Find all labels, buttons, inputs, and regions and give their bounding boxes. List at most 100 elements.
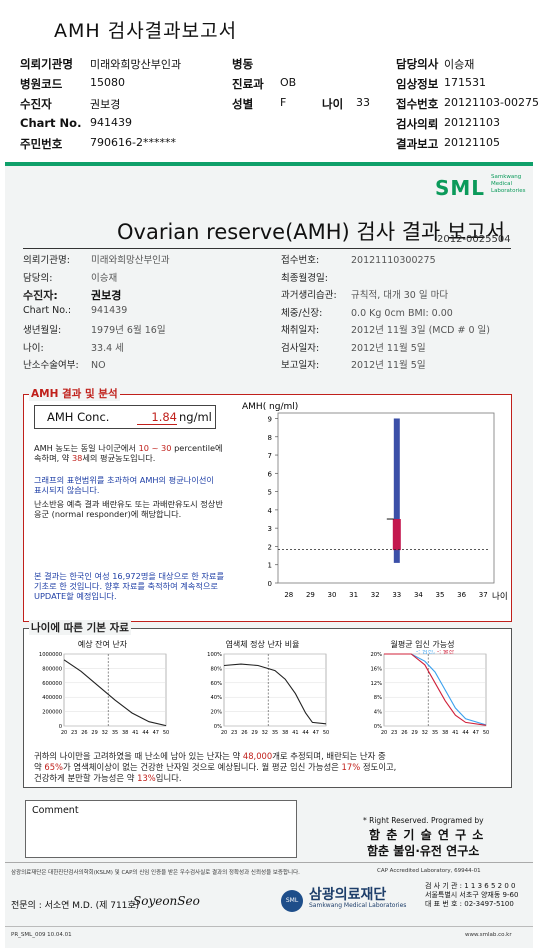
info-label: 보고일자: — [281, 360, 320, 371]
header-value: 171531 — [444, 76, 486, 89]
info-row: 과거생리습관: 규칙적, 대개 30 일 마다 — [281, 287, 521, 301]
website: www.smlab.co.kr — [465, 932, 512, 938]
info-label: 검사일자: — [281, 342, 320, 354]
x-tick-label: 37 — [479, 591, 488, 599]
age-basic-data-box: 예상 잔여 난자 0 200000 400000 600000 800000 100000… — [23, 628, 512, 788]
chart-title: 월평균 임신 가능성 — [390, 640, 455, 649]
header-value: 미래와희망산부인과 — [90, 58, 182, 71]
x-tick-label: 31 — [349, 591, 358, 599]
header-value: 941439 — [90, 116, 132, 129]
header-label: 접수번호 — [396, 97, 439, 111]
header-label: 진료과 — [232, 77, 264, 91]
x-tick-label: 29 — [91, 730, 97, 736]
foundation-name-en: Samkwang Medical Laboratories — [309, 902, 407, 909]
contact-block: 검 사 기 관 : 1 1 3 6 5 2 0 0 서울특별시 서초구 양재동 … — [425, 882, 519, 908]
info-row: 난소수술여부: NO — [23, 357, 263, 371]
institute-name-2: 함춘 불임·유전 연구소 — [367, 844, 480, 858]
sml-logo-subtitle: Samkwang Medical Laboratories — [491, 174, 526, 194]
y-tick-label: 200000 — [42, 710, 62, 716]
y-tick-label: 1 — [268, 562, 272, 570]
comment-box: Comment — [25, 800, 297, 858]
y-tick-label: 100% — [207, 652, 222, 658]
x-tick-label: 20 — [61, 730, 67, 736]
x-tick-label: 50 — [323, 730, 329, 736]
x-tick-label: 29 — [251, 730, 257, 736]
info-value: 20121110300275 — [351, 255, 436, 266]
basic-summary: 귀하의 나이만을 고려하였을 때 난소에 남아 있는 난자는 약 48,000개… — [34, 751, 397, 783]
x-tick-label: 41 — [452, 730, 458, 736]
chart-title: 염색체 정상 난자 비율 — [225, 640, 300, 649]
x-axis-label: 나이 — [492, 591, 508, 602]
x-tick-label: 36 — [457, 591, 466, 599]
y-tick-label: 3 — [268, 525, 272, 533]
header-label: 병원코드 — [20, 77, 63, 91]
info-row: 최종월경일: — [281, 270, 521, 284]
info-label: Chart No.: — [23, 304, 72, 316]
x-tick-label: 47 — [153, 730, 159, 736]
info-row: 보고일자: 2012년 11월 5일 — [281, 357, 521, 371]
info-row: 담당의: 이승재 — [23, 270, 263, 284]
header-label: 주민번호 — [20, 137, 63, 151]
series-line — [223, 663, 327, 725]
y-tick-label: 4% — [374, 710, 382, 716]
y-tick-label: 6 — [268, 470, 273, 478]
series-line — [63, 659, 167, 727]
institute-name-1: 함 춘 기 술 연 구 소 — [369, 828, 485, 842]
y-tick-label: 20% — [210, 710, 222, 716]
report-sheet: SML Samkwang Medical Laboratories Ovarian … — [5, 162, 533, 948]
legend-item: -: 출산 — [437, 650, 455, 656]
cap-text: CAP Accredited Laboratory, 69944-01 — [377, 868, 481, 874]
info-row: 검사일자: 2012년 11월 5일 — [281, 340, 521, 354]
x-tick-label: 44 — [142, 730, 148, 736]
form-code: PR_SML_009 10.04.01 — [11, 932, 72, 938]
info-label: 체중/신장: — [281, 307, 323, 319]
x-tick-label: 47 — [313, 730, 319, 736]
info-row: 나이: 33.4 세 — [23, 340, 263, 354]
foundation-logo-icon: SML — [281, 890, 303, 912]
x-tick-label: 32 — [102, 730, 108, 736]
x-tick-label: 35 — [272, 730, 278, 736]
info-label: 수진자: — [23, 289, 58, 302]
legend: -: 임신, -: 출산 — [416, 650, 455, 656]
y-tick-label: 1000000 — [39, 652, 62, 658]
info-label: 접수번호: — [281, 255, 320, 266]
x-tick-label: 23 — [231, 730, 237, 736]
sml-logo: SML — [435, 176, 486, 200]
y-tick-label: 9 — [268, 415, 272, 423]
y-tick-label: 8 — [268, 434, 272, 442]
series-line — [384, 653, 487, 726]
chart-title: AMH( ng/ml) — [242, 402, 298, 412]
footer-bottom-line — [5, 926, 533, 927]
x-tick-label: 23 — [391, 730, 397, 736]
y-tick-label: 0% — [214, 724, 222, 730]
top-accent-bar — [5, 162, 533, 166]
amh-section-title: AMH 결과 및 분석 — [29, 386, 120, 401]
y-tick-label: 2 — [268, 543, 272, 551]
x-tick-label: 38 — [442, 730, 448, 736]
x-tick-label: 44 — [302, 730, 308, 736]
header-value: 20121103 — [444, 116, 500, 129]
info-row: 생년월일: 1979년 6월 16일 — [23, 322, 263, 336]
plot-area — [223, 653, 327, 727]
info-row: Chart No.: 941439 — [23, 305, 263, 316]
info-label: 의뢰기관명: — [23, 255, 70, 266]
x-tick-label: 23 — [71, 730, 77, 736]
signature: SoyeonSeo — [133, 894, 200, 908]
info-value: 1979년 6월 16일 — [91, 325, 166, 336]
x-tick-label: 35 — [112, 730, 118, 736]
header-value: 15080 — [90, 76, 125, 89]
x-tick-label: 20 — [221, 730, 227, 736]
x-tick-label: 32 — [422, 730, 428, 736]
x-tick-label: 30 — [328, 591, 337, 599]
basic-section-title: 나이에 따른 기본 자료 — [29, 620, 131, 635]
info-label: 채취일자: — [281, 325, 320, 336]
info-label: 난소수술여부: — [23, 360, 79, 371]
info-row: 수진자: 권보경 — [23, 287, 263, 303]
footer-divider — [5, 862, 533, 863]
amh-conc-label: AMH Conc. — [47, 410, 110, 424]
y-tick-label: 0% — [374, 724, 382, 730]
rights-text: * Right Reserved. Programed by — [363, 816, 484, 825]
age-label: 나이 — [322, 97, 344, 111]
remaining-eggs-chart: 예상 잔여 난자 0 200000 400000 600000 800000 100000… — [30, 639, 175, 739]
